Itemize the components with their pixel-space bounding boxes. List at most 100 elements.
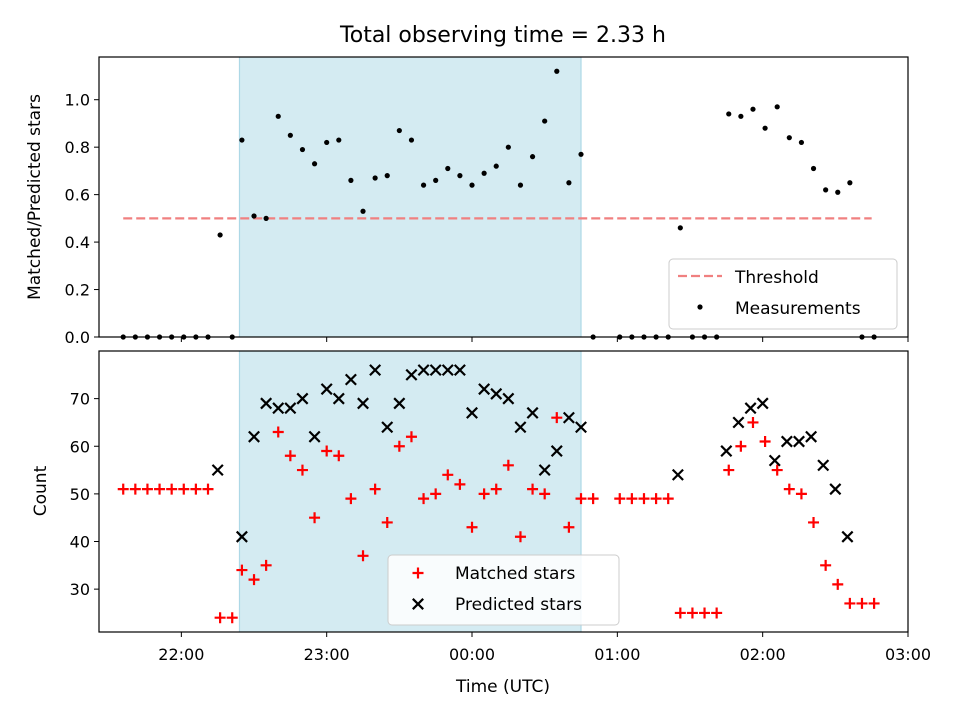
predicted-star-point (768, 454, 781, 467)
predicted-star-point (211, 464, 224, 477)
measurement-point (578, 151, 584, 157)
matched-star-point (117, 483, 129, 495)
legend-box (668, 258, 898, 330)
matched-star-point (369, 483, 381, 495)
bottom-y-tick-label: 50 (70, 485, 90, 504)
measurement-point (529, 154, 536, 160)
top-y-tick-label: 0.4 (65, 233, 90, 252)
bottom-x-axis: 22:00 23:00 00:00 01:00 02:00 03:00 (158, 632, 931, 664)
measurement-point (810, 165, 817, 172)
bottom-y-tick-label: 70 (70, 390, 90, 409)
measurement-point (251, 213, 257, 219)
matched-star-point (226, 612, 238, 624)
predicted-star-point (841, 530, 854, 543)
matched-star-point (178, 483, 190, 495)
legend-measurement-label: Measurements (735, 299, 861, 319)
top-y-tick-label: 0.8 (65, 138, 90, 157)
measurement-point (469, 182, 475, 188)
matched-star-point (844, 597, 856, 609)
x-tick-label: 02:00 (740, 645, 786, 664)
top-legend: Threshold Measurements (668, 258, 898, 330)
predicted-star-point (720, 445, 733, 457)
matched-star-point (723, 464, 735, 476)
top-y-tick-label: 0.2 (65, 281, 90, 300)
measurement-point (457, 173, 463, 179)
measurement-point (726, 111, 732, 117)
predicted-star-point (490, 387, 503, 400)
legend-box (387, 554, 620, 626)
matched-star-point (430, 488, 442, 500)
matched-star-point (129, 483, 141, 495)
legend-threshold-label: Threshold (734, 268, 819, 288)
measurement-point (774, 104, 780, 110)
matched-star-point (868, 597, 880, 609)
matched-star-point (686, 607, 698, 619)
measurement-point (263, 215, 269, 221)
measurement-point (823, 187, 829, 193)
predicted-star-point (393, 397, 406, 410)
top-observing-interval-band (238, 57, 582, 337)
measurement-point (420, 182, 427, 188)
measurement-point (287, 132, 293, 138)
predicted-star-point (320, 383, 333, 396)
legend-predicted-label: Predicted stars (455, 595, 582, 615)
predicted-star-point (235, 530, 248, 543)
matched-star-point (856, 597, 868, 609)
predicted-star-point (478, 383, 491, 396)
top-y-axis: 0.0 0.2 0.4 0.6 0.8 1.0 (65, 91, 99, 347)
top-y-tick-label: 1.0 (65, 91, 90, 110)
predicted-star-point (793, 435, 805, 448)
predicted-star-point (260, 397, 273, 410)
predicted-star-point (296, 392, 309, 405)
predicted-star-point (417, 364, 430, 377)
predicted-star-point (357, 397, 369, 410)
predicted-star-point (575, 421, 587, 434)
predicted-star-point (284, 402, 297, 415)
measurement-point (311, 161, 318, 167)
measurement-point (445, 165, 451, 172)
measurement-point (348, 177, 354, 183)
top-panel: 0.0 0.2 0.4 0.6 0.8 1.0 Matched/Predicted sta… (25, 56, 909, 347)
predicted-star-point (562, 411, 575, 424)
x-tick-label: 03:00 (885, 645, 931, 664)
predicted-star-point (805, 430, 818, 443)
matched-star-point (190, 483, 202, 495)
bottom-plot-frame (98, 350, 909, 633)
measurement-point (396, 127, 402, 134)
measurement-point (372, 175, 378, 181)
matched-star-point (141, 483, 153, 495)
predicted-star-point (308, 430, 321, 443)
matched-star-point (820, 559, 832, 571)
top-y-tick-label: 0.0 (65, 328, 90, 347)
bottom-y-tick-label: 60 (70, 437, 90, 456)
matched-star-point (650, 493, 662, 505)
bottom-y-axis-label: Count (31, 465, 51, 516)
predicted-star-point (744, 402, 757, 415)
matched-star-point (405, 431, 417, 443)
x-tick-label: 00:00 (449, 645, 495, 664)
top-plot-frame (98, 56, 909, 338)
bottom-legend: Matched stars Predicted stars (387, 554, 620, 626)
legend-matched-swatch (412, 567, 424, 579)
measurement-point (299, 146, 306, 153)
matched-star-point (832, 578, 844, 590)
matched-star-point (502, 459, 514, 471)
matched-star-point (442, 469, 454, 481)
measurement-point (360, 208, 366, 214)
predicted-star-point (502, 392, 515, 405)
top-x-ticks (180, 337, 909, 342)
matched-star-point (296, 464, 308, 476)
predicted-star-point (344, 373, 357, 386)
matched-star-point (575, 493, 587, 505)
predicted-star-point (466, 406, 478, 419)
matched-star-point (808, 516, 820, 528)
matched-star-point (614, 493, 626, 505)
x-tick-label: 01:00 (594, 645, 640, 664)
top-y-tick-label: 0.6 (65, 186, 90, 205)
measurement-point (493, 163, 499, 169)
predicted-star-point (817, 459, 830, 472)
matched-star-point (309, 512, 321, 524)
predicted-star-point (429, 364, 442, 377)
matched-star-point (418, 493, 430, 505)
predicted-star-point (381, 421, 394, 434)
